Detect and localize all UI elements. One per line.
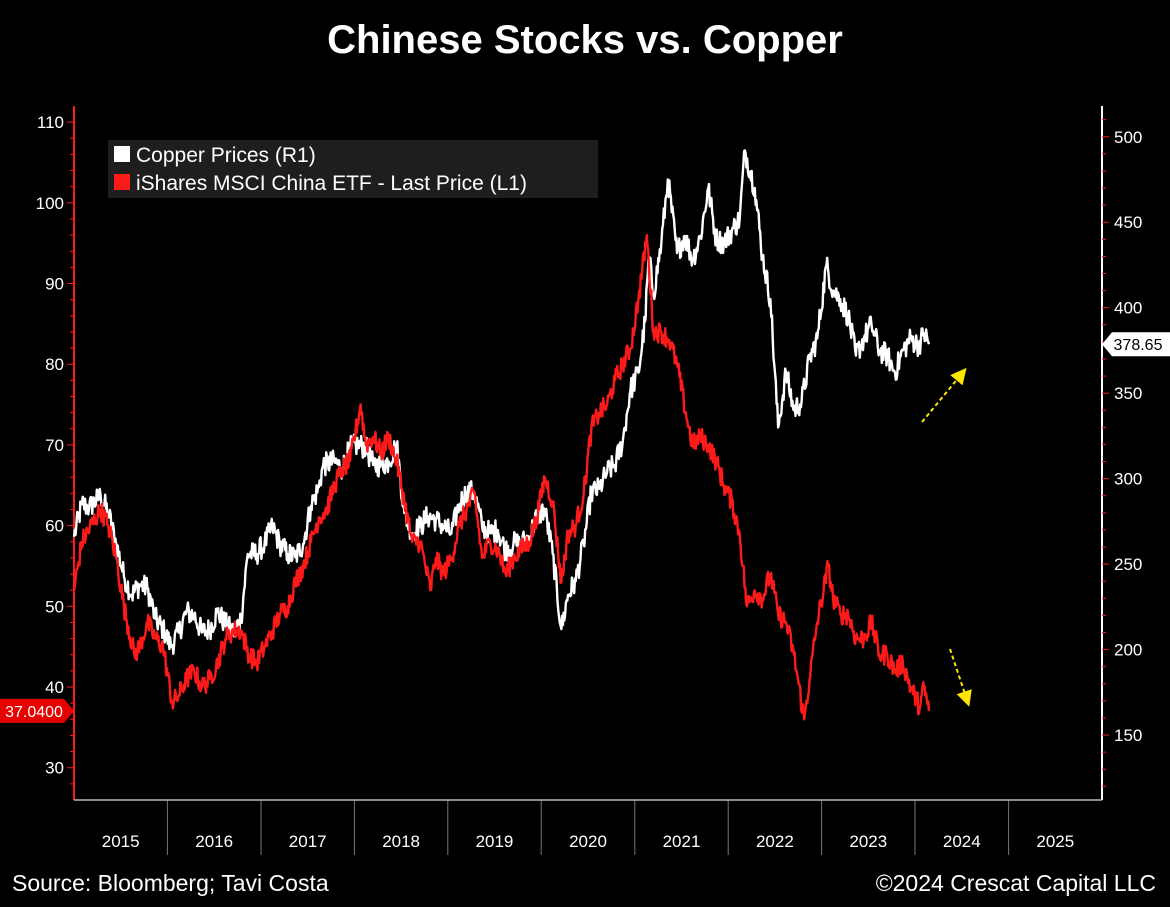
right-tick-label: 150 [1114,726,1142,745]
left-tick-label: 60 [45,517,64,536]
chart-title: Chinese Stocks vs. Copper [327,18,843,62]
legend-label-copper: Copper Prices (R1) [136,144,316,167]
right-axis-ticks: 150 200 250 300 350 400 450 500 [1102,119,1142,787]
left-last-value-label: 37.0400 [5,704,63,721]
source-note: Source: Bloomberg; Tavi Costa [12,870,329,896]
right-tick-label: 450 [1114,213,1142,232]
legend-box [108,140,598,198]
right-tick-label: 500 [1114,128,1142,147]
copper-line [72,149,931,655]
right-last-value-badge [1102,332,1170,357]
x-tick-label: 2020 [569,832,607,851]
year-gridlines [166,800,1010,855]
left-tick-label: 30 [45,759,64,778]
chart-axes [73,106,1103,801]
china-etf-line [72,233,931,721]
left-tick-label: 80 [45,355,64,374]
x-tick-label: 2021 [663,832,701,851]
x-tick-label: 2016 [195,832,233,851]
left-last-value-badge [0,698,74,723]
down-trend-arrow [949,648,972,707]
left-tick-label: 100 [36,194,64,213]
legend-label-etf: iShares MSCI China ETF - Last Price (L1) [136,172,527,195]
right-tick-label: 200 [1114,641,1142,660]
x-tick-label: 2022 [756,832,794,851]
up-trend-arrow [921,367,967,423]
right-tick-label: 400 [1114,299,1142,318]
left-axis-ticks: 30 40 50 60 70 80 90 100 110 [36,113,74,785]
x-tick-label: 2017 [289,832,327,851]
left-tick-label: 70 [45,436,64,455]
right-tick-label: 250 [1114,555,1142,574]
left-tick-label: 90 [45,275,64,294]
trend-arrows [921,367,972,707]
x-tick-label: 2023 [849,832,887,851]
left-tick-label: 110 [37,113,64,132]
right-tick-label: 300 [1114,470,1142,489]
series-lines [72,149,931,721]
right-last-value-label: 378.65 [1114,337,1163,354]
x-axis-ticks: 2015 2016 2017 2018 2019 2020 2021 2022 2023 2024… [102,832,1074,851]
x-tick-label: 2025 [1036,832,1074,851]
x-tick-label: 2019 [476,832,514,851]
legend-swatch-etf [114,174,130,190]
copyright-note: ©2024 Crescat Capital LLC [875,870,1156,896]
last-value-badges: 37.0400 378.65 [0,332,1170,723]
chart-legend: Copper Prices (R1) iShares MSCI China ETF… [108,140,598,198]
legend-swatch-copper [114,146,130,162]
x-tick-label: 2018 [382,832,420,851]
right-tick-label: 350 [1114,384,1142,403]
x-tick-label: 2024 [943,832,981,851]
left-tick-label: 50 [45,597,64,616]
x-tick-label: 2015 [102,832,140,851]
left-tick-label: 40 [45,678,64,697]
